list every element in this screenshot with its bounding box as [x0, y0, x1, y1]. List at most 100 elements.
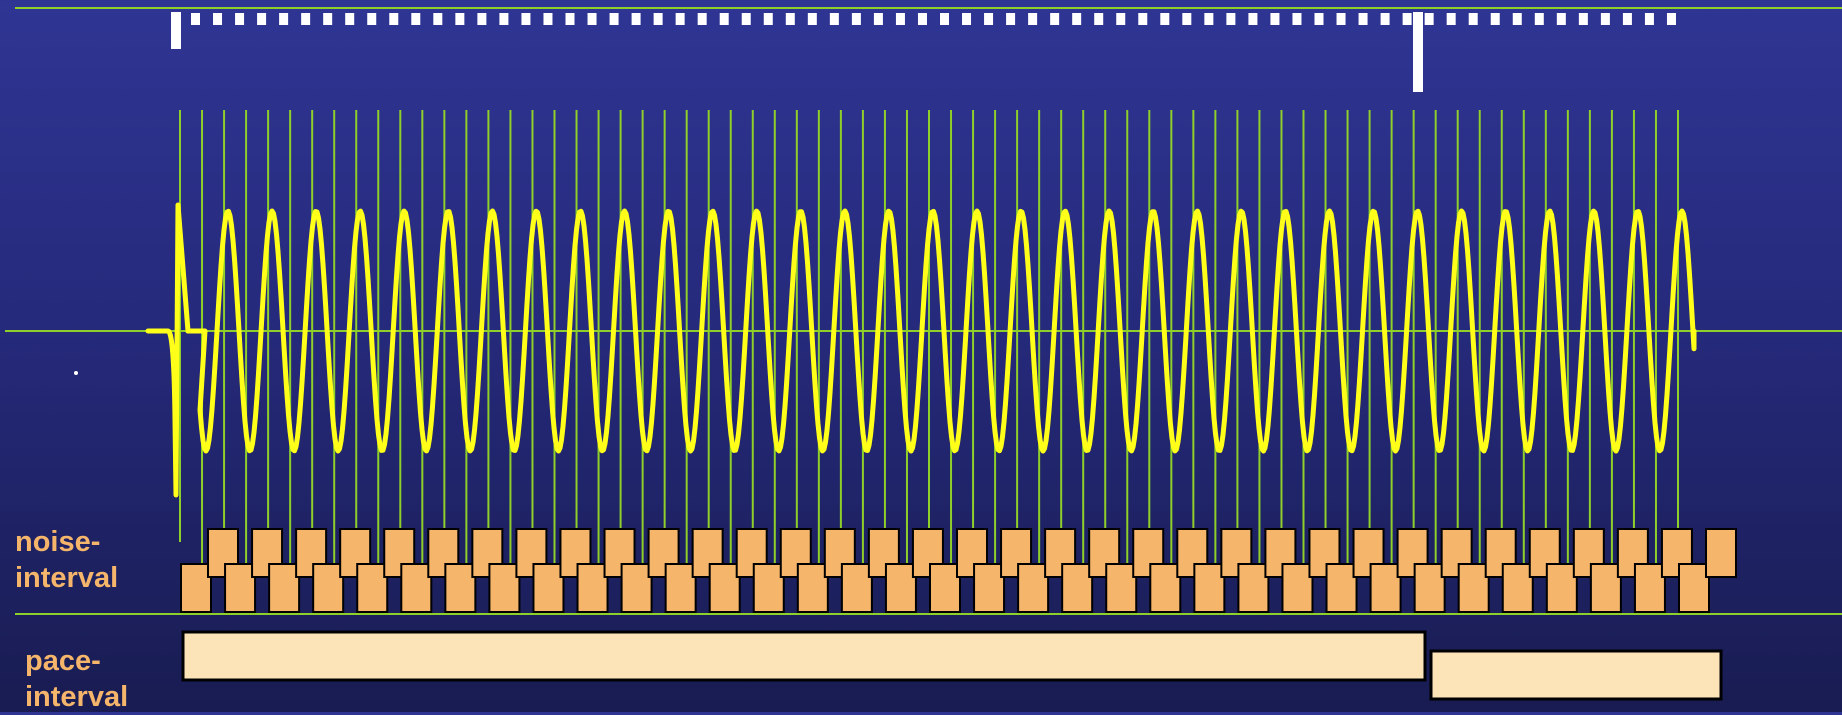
- tick-marker: [829, 13, 839, 25]
- tick-marker: [697, 13, 707, 25]
- noise-interval-block: [1457, 563, 1490, 613]
- noise-interval-block: [1501, 563, 1534, 613]
- noise-interval-block: [576, 563, 609, 613]
- tick-marker: [873, 13, 883, 25]
- tick-marker: [1490, 13, 1500, 25]
- tick-marker: [477, 13, 487, 25]
- tick-marker: [235, 13, 245, 25]
- tick-marker: [565, 13, 575, 25]
- noise-interval-block: [1061, 563, 1094, 613]
- tick-marker: [1402, 13, 1412, 25]
- tick-marker: [323, 13, 333, 25]
- noise-interval-block: [1369, 563, 1402, 613]
- noise-interval-block: [224, 563, 257, 613]
- event-tick-row: [171, 12, 1676, 92]
- pace-interval-text: pace- interval: [25, 645, 129, 713]
- noise-interval-block: [929, 563, 961, 613]
- pace-interval-block: [1429, 649, 1723, 701]
- noise-interval-block: [488, 563, 521, 613]
- tick-marker: [763, 13, 773, 25]
- tick-marker: [1270, 13, 1280, 25]
- tick-marker: [257, 13, 267, 25]
- beat-guide-lines: [5, 7, 1842, 615]
- tick-marker: [543, 13, 553, 25]
- ecg-waveform: [145, 202, 1697, 498]
- tick-marker: [940, 13, 949, 25]
- noise-interval-block: [1044, 528, 1077, 578]
- noise-interval-block: [1545, 563, 1578, 613]
- tick-marker: [389, 13, 399, 25]
- tick-marker: [301, 13, 311, 25]
- tick-marker: [1512, 13, 1522, 25]
- noise-interval-block: [1149, 563, 1182, 613]
- tick-marker: [1666, 13, 1676, 25]
- noise-interval-block: [1633, 563, 1666, 613]
- tick-marker: [1204, 13, 1214, 25]
- tick-marker: [1556, 13, 1566, 25]
- noise-interval-block: [708, 563, 741, 613]
- noise-interval-block: [1396, 528, 1429, 578]
- noise-interval-block: [1705, 528, 1737, 578]
- tick-marker: [455, 13, 465, 25]
- tick-marker: [213, 13, 223, 25]
- tick-marker: [1578, 13, 1588, 25]
- tick-marker: [1292, 13, 1302, 25]
- noise-interval-block: [1589, 563, 1622, 613]
- pace-interval-blocks: [181, 630, 1723, 701]
- noise-interval-block: [1281, 563, 1314, 613]
- noise-interval-block: [515, 528, 548, 578]
- noise-interval-block: [1105, 563, 1138, 613]
- tall-tick-marker: [171, 12, 181, 49]
- marker-dot: [74, 371, 78, 375]
- tall-tick-marker: [1413, 12, 1423, 92]
- tick-marker: [1644, 13, 1654, 25]
- noise-interval-text: noise- interval: [15, 526, 119, 594]
- noise-interval-block: [840, 563, 873, 613]
- noise-interval-label: noise- interval: [15, 524, 175, 596]
- tick-marker: [1248, 13, 1258, 25]
- tick-marker: [1006, 13, 1016, 25]
- noise-interval-block: [1325, 563, 1358, 613]
- tick-marker: [1534, 13, 1544, 25]
- tick-marker: [851, 13, 861, 25]
- tick-marker: [917, 13, 927, 25]
- noise-interval-block: [339, 528, 372, 578]
- tick-marker: [609, 13, 619, 25]
- noise-interval-block: [752, 563, 785, 613]
- tick-marker: [1424, 13, 1434, 25]
- noise-interval-block: [779, 528, 812, 578]
- noise-interval-block: [1678, 563, 1710, 613]
- noise-interval-block: [664, 563, 697, 613]
- tick-marker: [675, 13, 685, 25]
- tick-marker: [1116, 13, 1126, 25]
- noise-interval-block: [1017, 563, 1050, 613]
- tick-marker: [1226, 13, 1236, 25]
- tick-marker: [1446, 13, 1456, 25]
- tick-marker: [1358, 13, 1368, 25]
- pace-interval-label: pace- interval: [25, 643, 185, 715]
- tick-marker: [1622, 13, 1632, 25]
- tick-marker: [807, 13, 817, 25]
- tick-marker: [631, 13, 641, 25]
- noise-interval-block: [1193, 563, 1226, 613]
- tick-marker: [587, 13, 597, 25]
- tick-marker: [499, 13, 509, 25]
- noise-interval-block: [532, 563, 565, 613]
- tick-marker: [719, 13, 729, 25]
- noise-interval-block: [620, 563, 653, 613]
- tick-marker: [345, 13, 355, 25]
- noise-interval-block: [268, 563, 301, 613]
- noise-interval-block: [1413, 563, 1446, 613]
- pace-interval-block: [181, 630, 1427, 682]
- tick-marker: [367, 13, 377, 25]
- noise-interval-block: [180, 563, 212, 613]
- noise-interval-block: [973, 563, 1006, 613]
- tick-marker: [741, 13, 751, 25]
- tick-marker: [895, 13, 905, 25]
- noise-interval-block: [444, 563, 477, 613]
- tick-marker: [962, 13, 972, 25]
- tick-marker: [1468, 13, 1478, 25]
- tick-marker: [1182, 13, 1192, 25]
